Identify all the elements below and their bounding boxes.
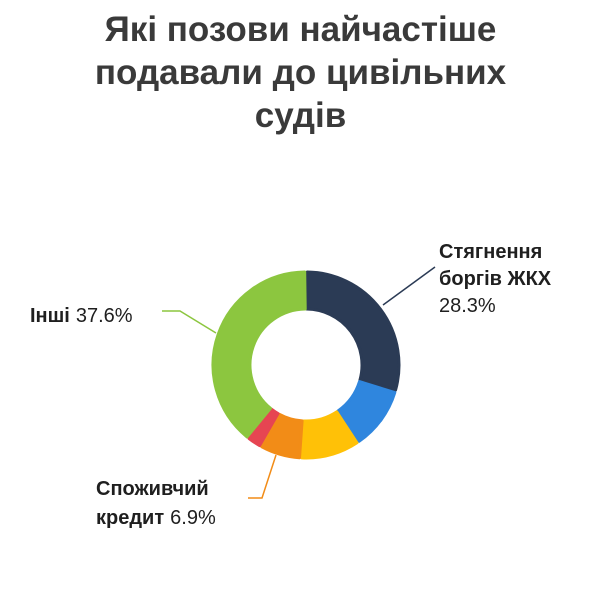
label-inshi: Інші 37.6% bbox=[30, 305, 133, 327]
label-spozh-value: 6.9% bbox=[170, 507, 216, 529]
donut-slice-5 bbox=[247, 407, 280, 448]
leader-line-spozh bbox=[248, 454, 277, 499]
donut-slice-3 bbox=[300, 410, 359, 460]
chart-title: Які позови найчастіше подавали до цивіль… bbox=[40, 8, 561, 137]
donut-slice-6 bbox=[211, 270, 307, 439]
donut-slice-2 bbox=[336, 380, 397, 443]
label-spozh-line-2: кредит 6.9% bbox=[96, 507, 216, 529]
label-spozh-line-1: Споживчий bbox=[96, 478, 209, 500]
chart-title-line-2: подавали до цивільних bbox=[94, 53, 507, 92]
label-zhkh-value: 28.3% bbox=[439, 295, 496, 317]
label-zhkh-line-1: Стягнення bbox=[439, 241, 542, 263]
label-inshi-value: 37.6% bbox=[76, 305, 133, 327]
donut-slices bbox=[211, 270, 401, 460]
label-spozh-name: кредит bbox=[96, 507, 164, 529]
chart-title-line-1: Які позови найчастіше bbox=[104, 10, 497, 49]
leader-line-zhkh bbox=[382, 266, 436, 306]
donut-slice-1 bbox=[305, 270, 401, 392]
label-zhkh-line-2: боргів ЖКХ bbox=[439, 268, 552, 290]
donut-slice-4 bbox=[260, 412, 304, 460]
leader-line-inshi bbox=[162, 310, 217, 334]
label-inshi-name: Інші bbox=[30, 305, 70, 327]
chart-title-line-3: судів bbox=[254, 96, 347, 135]
